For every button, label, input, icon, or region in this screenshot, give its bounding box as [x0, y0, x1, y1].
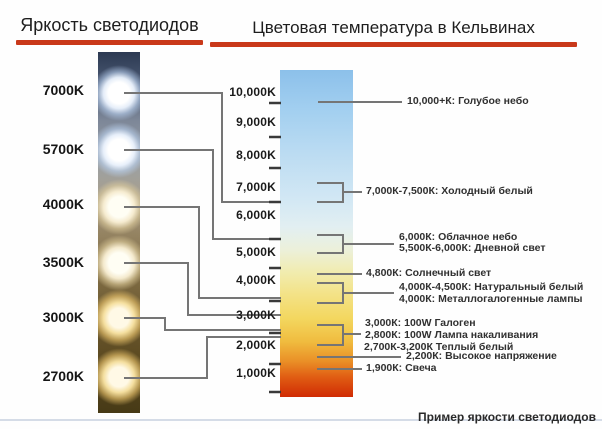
connector-2700k — [124, 336, 281, 379]
scale-label-5: 5,000K — [236, 245, 276, 259]
scale-label-0: 10,000K — [229, 85, 276, 99]
scale-label-3: 7,000K — [236, 180, 276, 194]
led-label-4000k: 4000K — [42, 196, 84, 212]
led-label-5700k: 5700K — [42, 141, 84, 157]
led-label-7000k: 7000K — [42, 82, 84, 98]
scale-label-1: 9,000K — [236, 115, 276, 129]
scale-label-9: 1,000K — [236, 366, 276, 380]
connector-7000k — [124, 92, 281, 203]
scale-label-7: 3,000K — [236, 308, 276, 322]
annotation-9: 2,700К-3,200К Теплый белый — [364, 341, 514, 353]
right-panel-title: Цветовая температура в Кельвинах — [252, 18, 535, 37]
annotation-6: 4,000К: Металлогалогенные лампы — [399, 293, 583, 305]
bottom-caption: Пример яркости светодиодов — [418, 410, 596, 424]
annotation-10: 2,200К: Высокое напряжение — [406, 350, 557, 362]
connector-3500k — [124, 262, 281, 316]
left-title-underline — [16, 40, 203, 45]
annotation-2: 6,000К: Облачное небо — [399, 231, 518, 243]
led-label-3000k: 3000K — [42, 309, 84, 325]
connector-5700k — [124, 149, 281, 240]
annotation-8: 2,800К: 100W Лампа накаливания — [365, 329, 539, 341]
kelvin-gradient-bar — [280, 70, 353, 397]
scale-label-6: 4,000K — [236, 273, 276, 287]
bracket-2700-3200k — [317, 324, 344, 346]
annotation-4: 4,800К: Солнечный свет — [366, 267, 492, 279]
right-title-underline — [210, 42, 577, 47]
scale-label-4: 6,000K — [236, 208, 276, 222]
annotation-1: 7,000К-7,500К: Холодный белый — [366, 185, 533, 197]
led-label-2700k: 2700K — [42, 368, 84, 384]
annotation-3: 5,500К-6,000К: Дневной свет — [399, 242, 546, 254]
bottom-edge-line — [0, 419, 602, 421]
bracket-7000-7500k — [317, 182, 344, 203]
scale-ticks — [269, 101, 281, 394]
led-label-3500k: 3500K — [42, 254, 84, 270]
annotation-5: 4,000К-4,500К: Натуральный белый — [399, 281, 584, 293]
annotation-7: 3,000К: 100W Галоген — [365, 317, 476, 329]
scale-label-8: 2,000K — [236, 338, 276, 352]
connector-4000k — [124, 206, 281, 299]
left-panel-title: Яркость светодиодов — [20, 15, 199, 35]
scale-label-2: 8,000K — [236, 148, 276, 162]
annotation-0: 10,000+К: Голубое небо — [407, 95, 529, 107]
annotation-11: 1,900К: Свеча — [366, 362, 437, 374]
led-strip — [98, 52, 140, 413]
bracket-6000k — [317, 234, 344, 254]
connector-3000k — [124, 317, 281, 331]
bracket-4000-4500k — [317, 282, 344, 304]
